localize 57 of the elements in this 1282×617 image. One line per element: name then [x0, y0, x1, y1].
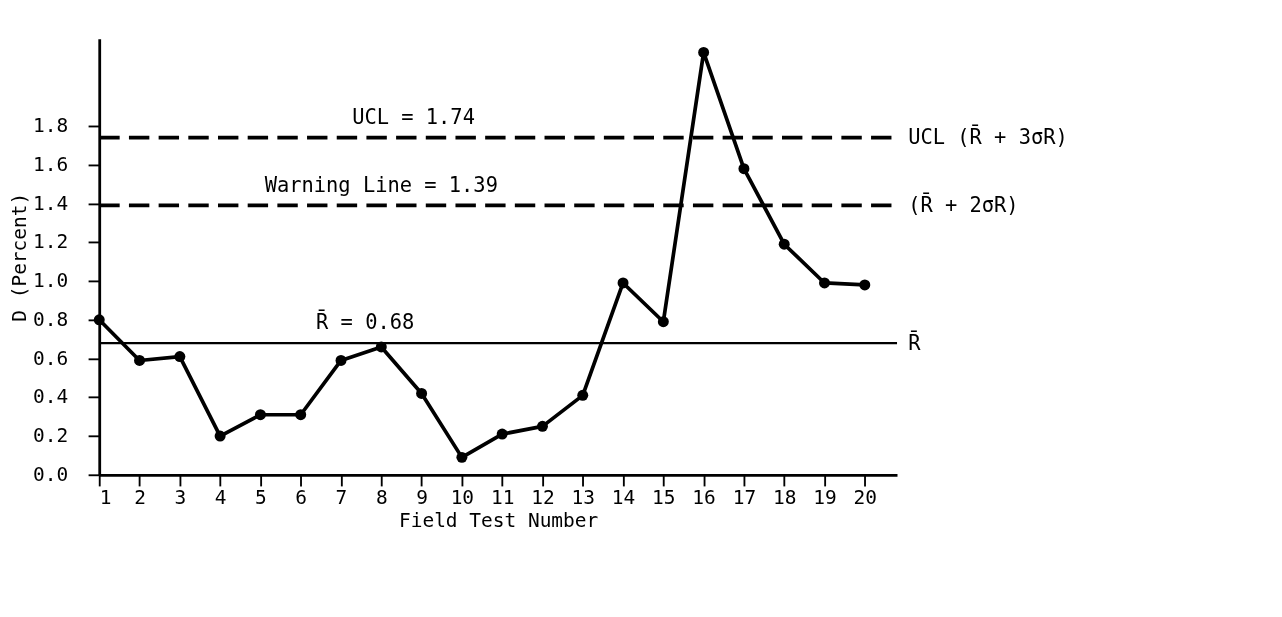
annotation: Warning Line = 1.39	[264, 172, 498, 197]
point	[254, 409, 266, 421]
x-tick-label: 7	[335, 486, 348, 510]
x-tick-label: 13	[571, 486, 595, 510]
point	[819, 277, 830, 289]
point	[214, 430, 226, 442]
x-tick-label: 8	[375, 486, 388, 510]
y-tick-label: 0.4	[33, 385, 69, 409]
x-tick-label: 20	[853, 486, 877, 510]
point	[134, 355, 146, 366]
y-tick-label: 0.8	[33, 307, 69, 331]
point	[416, 387, 428, 399]
x-tick-label: 10	[450, 486, 475, 510]
x-tick-label: 15	[652, 486, 676, 510]
x-tick-label: 6	[295, 486, 308, 510]
y-tick-label: 0.0	[33, 462, 69, 486]
x-tick-label: 14	[611, 486, 636, 510]
y-tick-label: 0.2	[33, 424, 69, 448]
point	[859, 279, 871, 291]
y-axis-title: D (Percent)	[7, 192, 31, 322]
x-tick-label: 19	[813, 486, 837, 510]
ref-line-label: UCL (R̄ + 3σR)	[908, 124, 1068, 150]
point	[536, 420, 548, 432]
y-tick-label: 1.0	[33, 269, 69, 293]
x-tick-label: 11	[490, 486, 515, 510]
x-tick-label: 4	[214, 486, 227, 510]
x-tick-label: 12	[531, 486, 555, 510]
point	[174, 351, 186, 363]
point	[617, 277, 629, 289]
x-tick-label: 5	[255, 486, 267, 510]
x-tick-label: 18	[772, 486, 797, 510]
y-tick-label: 1.6	[33, 152, 69, 176]
y-tick-label: 1.4	[33, 191, 69, 215]
x-tick-label: 3	[174, 486, 187, 510]
y-tick-label: 1.8	[33, 114, 69, 138]
point	[496, 428, 508, 440]
x-tick-label: 16	[692, 486, 716, 510]
point	[778, 238, 790, 250]
point	[577, 389, 589, 401]
ref-line-label: R̄	[908, 329, 922, 355]
point	[738, 163, 750, 175]
point	[456, 451, 468, 463]
annotation: UCL = 1.74	[352, 104, 475, 129]
point	[657, 316, 669, 328]
x-tick-label: 1	[99, 486, 112, 510]
y-tick-label: 0.6	[33, 346, 69, 370]
x-tick-label: 2	[134, 486, 146, 510]
x-tick-label: 17	[732, 486, 757, 510]
point	[93, 314, 105, 326]
point	[698, 46, 710, 58]
x-tick-label: 9	[416, 486, 428, 510]
x-axis-title: Field Test Number	[398, 509, 599, 533]
ref-line-label: (R̄ + 2σR)	[908, 192, 1019, 217]
point	[295, 409, 307, 421]
y-tick-label: 1.2	[33, 230, 69, 254]
annotation: R̄ = 0.68	[316, 309, 415, 335]
point	[335, 355, 347, 366]
